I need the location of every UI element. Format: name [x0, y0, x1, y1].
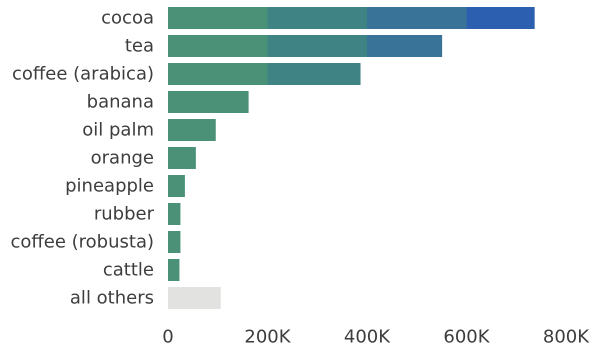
x-axis-ticks: 0 200K 400K 600K 800K — [162, 327, 590, 348]
bar-cocoa-segment-1 — [168, 7, 268, 29]
bar-cocoa-segment-3 — [367, 7, 467, 29]
category-label-coffee-arabica: coffee (arabica) — [12, 64, 154, 85]
category-label-tea: tea — [125, 36, 154, 57]
category-label-banana: banana — [87, 92, 154, 113]
category-label-cattle: cattle — [103, 260, 154, 281]
x-tick-label: 800K — [543, 327, 590, 348]
bar-tea-segment-3 — [367, 35, 443, 57]
bar-oil-palm-segment-1 — [168, 119, 216, 141]
bar-coffee-arabica-segment-2 — [267, 63, 361, 85]
category-label-orange: orange — [91, 148, 154, 169]
bar-all-others — [168, 287, 221, 309]
bar-tea-segment-2 — [267, 35, 367, 57]
x-tick-label: 0 — [162, 327, 173, 348]
category-label-all-others: all others — [70, 288, 154, 309]
bar-cattle-segment-1 — [168, 259, 180, 281]
bar-pineapple-segment-1 — [168, 175, 185, 197]
category-label-cocoa: cocoa — [101, 8, 154, 29]
bar-rubber-segment-1 — [168, 203, 181, 225]
bar-tea-segment-1 — [168, 35, 268, 57]
x-tick-label: 400K — [344, 327, 391, 348]
category-label-coffee-robusta: coffee (robusta) — [10, 232, 154, 253]
bars-group — [168, 7, 535, 309]
bar-cocoa-segment-4 — [466, 7, 535, 29]
bar-banana-segment-1 — [168, 91, 249, 113]
x-tick-label: 600K — [443, 327, 490, 348]
bar-orange-segment-1 — [168, 147, 196, 169]
category-label-oil-palm: oil palm — [82, 120, 154, 141]
bar-coffee-arabica-segment-1 — [168, 63, 268, 85]
x-tick-label: 200K — [244, 327, 291, 348]
category-label-rubber: rubber — [94, 204, 155, 225]
bar-coffee-robusta-segment-1 — [168, 231, 181, 253]
category-label-pineapple: pineapple — [65, 176, 154, 197]
bar-cocoa-segment-2 — [267, 7, 367, 29]
category-labels: cocoa tea coffee (arabica) banana oil palm or… — [10, 8, 154, 309]
